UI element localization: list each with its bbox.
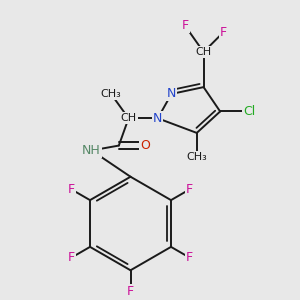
Text: F: F: [68, 251, 75, 264]
Text: CH₃: CH₃: [186, 152, 207, 162]
Text: F: F: [186, 251, 193, 264]
Text: O: O: [140, 139, 150, 152]
Text: F: F: [127, 285, 134, 298]
Text: F: F: [186, 183, 193, 196]
Text: N: N: [153, 112, 163, 125]
Text: F: F: [182, 19, 189, 32]
Text: F: F: [220, 26, 226, 39]
Text: CH: CH: [121, 113, 136, 123]
Text: CH₃: CH₃: [101, 89, 122, 99]
Text: N: N: [167, 87, 176, 101]
Text: CH: CH: [196, 47, 211, 57]
Text: F: F: [68, 183, 75, 196]
Text: NH: NH: [82, 144, 101, 157]
Text: Cl: Cl: [243, 105, 256, 118]
